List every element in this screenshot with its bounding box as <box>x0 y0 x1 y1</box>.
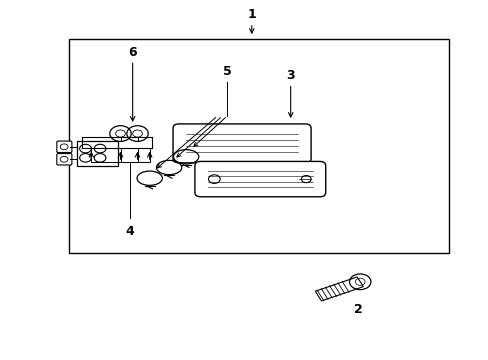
FancyBboxPatch shape <box>173 124 310 163</box>
Text: 2: 2 <box>354 303 363 316</box>
FancyBboxPatch shape <box>57 141 72 153</box>
Text: 6: 6 <box>128 46 137 59</box>
FancyBboxPatch shape <box>57 154 72 165</box>
Bar <box>69 39 448 253</box>
Bar <box>77 141 118 166</box>
Text: 3: 3 <box>286 69 294 82</box>
Polygon shape <box>315 277 363 301</box>
FancyBboxPatch shape <box>195 161 325 197</box>
Text: 1: 1 <box>247 8 256 21</box>
Text: 4: 4 <box>125 225 134 238</box>
Text: 5: 5 <box>223 65 231 78</box>
